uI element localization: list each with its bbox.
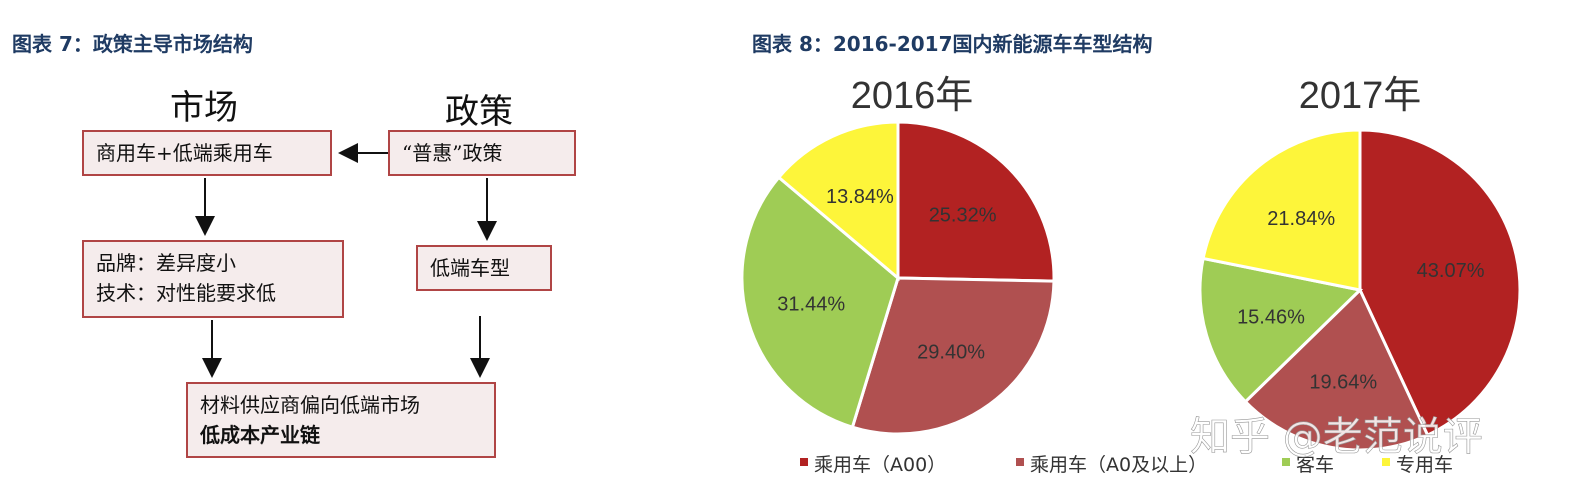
box-policy-text: “普惠”政策	[402, 141, 503, 165]
box-market-text: 商用车+低端乘用车	[96, 141, 273, 165]
box-lowend-models: 低端车型	[416, 245, 552, 291]
legend-label: 乘用车（A0及以上）	[1030, 454, 1207, 476]
market-label: 市场	[170, 88, 238, 128]
pie-slice	[1198, 256, 1364, 404]
box-supply-chain: 材料供应商偏向低端市场 低成本产业链	[186, 382, 496, 458]
pie-slice-label: 13.84%	[826, 186, 894, 208]
pie-slice-label: 15.46%	[1237, 306, 1305, 328]
legend-swatch	[1382, 458, 1390, 466]
box-lowend-text: 低端车型	[430, 256, 510, 280]
pie-slice	[1358, 128, 1522, 438]
box-brand-line1: 品牌：差异度小	[96, 251, 236, 275]
box-brand-line2: 技术：对性能要求低	[96, 281, 276, 305]
box-policy: “普惠”政策	[388, 130, 576, 176]
pie-title: 2016年	[851, 75, 974, 117]
pie-slice-label: 29.40%	[917, 341, 985, 363]
box-supply-line1: 材料供应商偏向低端市场	[200, 393, 420, 417]
pie-slice	[740, 175, 900, 430]
policy-label: 政策	[445, 92, 513, 132]
pie-slice	[896, 120, 1056, 283]
figure7-title: 图表 7：政策主导市场结构	[12, 32, 253, 56]
legend-swatch	[1282, 458, 1290, 466]
pie-slice-label: 21.84%	[1267, 208, 1335, 230]
box-supply-line2: 低成本产业链	[200, 423, 320, 447]
legend: 乘用车（A00） 乘用车（A0及以上） 客车 专用车	[800, 454, 1453, 476]
pie-title: 2017年	[1299, 75, 1422, 117]
pie-charts: 2016年 25.32% 29.40% 31.44% 13.84% 2017年 43.07%…	[740, 75, 1522, 452]
legend-label: 专用车	[1396, 454, 1453, 476]
pie-slice	[776, 120, 900, 282]
pie-slice-label: 43.07%	[1417, 260, 1485, 282]
pie-slice	[1243, 287, 1430, 452]
legend-label: 乘用车（A00）	[814, 454, 946, 476]
pie-slice-label: 31.44%	[777, 294, 845, 316]
pie-slice	[850, 276, 1056, 436]
pie-slice	[1201, 128, 1362, 292]
box-market-segment: 商用车+低端乘用车	[82, 130, 332, 176]
legend-label: 客车	[1296, 454, 1334, 476]
figure8-title: 图表 8：2016-2017国内新能源车车型结构	[752, 32, 1153, 56]
legend-swatch	[1016, 458, 1024, 466]
watermark-text: 知乎 @老范说评	[1190, 414, 1483, 460]
pie-slice-label: 19.64%	[1309, 371, 1377, 393]
legend-swatch	[800, 458, 808, 466]
box-brand-tech: 品牌：差异度小 技术：对性能要求低	[82, 240, 344, 318]
pie-slice-label: 25.32%	[929, 205, 997, 227]
